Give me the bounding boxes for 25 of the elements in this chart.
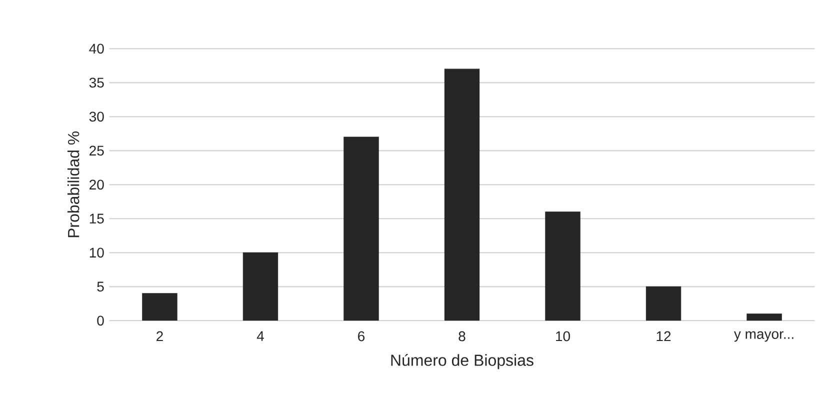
bar	[545, 212, 580, 321]
x-tick-label: 6	[358, 331, 365, 342]
y-tick-label: 40	[89, 44, 104, 54]
y-tick-label: 0	[97, 316, 104, 326]
bar	[444, 68, 480, 321]
y-axis-title: Probabilidad %	[68, 131, 80, 238]
bar	[142, 293, 178, 321]
x-tick-label: 2	[156, 331, 163, 342]
bar	[242, 252, 278, 321]
x-tick-label: 8	[458, 331, 466, 342]
y-tick-label: 10	[90, 248, 104, 258]
y-tick-label: 25	[90, 146, 104, 156]
x-tick-label: 10	[556, 331, 570, 342]
y-tick-label: 5	[97, 282, 104, 292]
x-tick-label: 4	[256, 331, 264, 341]
x-tick-label: y mayor...	[734, 331, 794, 342]
bar	[746, 314, 782, 321]
y-tick-label: 30	[89, 112, 104, 122]
y-tick-label: 20	[90, 180, 104, 190]
bar	[646, 286, 682, 321]
x-tick-label: 12	[656, 331, 671, 342]
x-axis-title: Número de Biopsias	[391, 354, 534, 370]
bar	[344, 136, 379, 321]
y-tick-label: 15	[90, 214, 104, 224]
y-tick-label: 35	[89, 78, 104, 88]
